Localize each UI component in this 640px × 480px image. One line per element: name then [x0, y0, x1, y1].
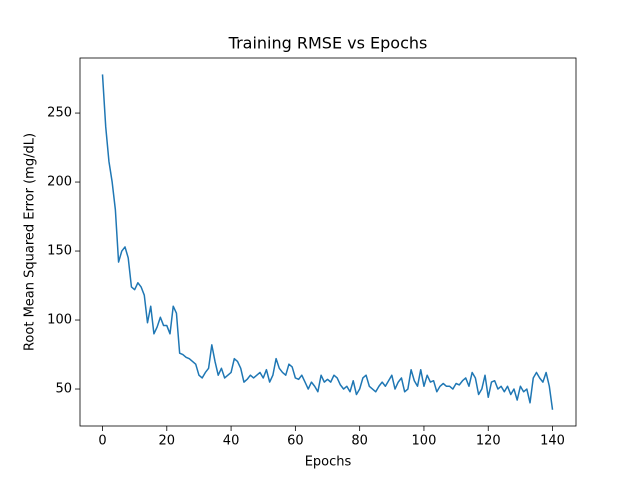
- y-tick-label: 50: [55, 382, 72, 397]
- y-axis-label: Root Mean Squared Error (mg/dL): [23, 133, 38, 351]
- data-line: [101, 74, 554, 410]
- x-tick-label: 20: [159, 434, 176, 449]
- plot-frame: [79, 57, 577, 427]
- y-tick-label: 200: [47, 175, 72, 190]
- x-tick-label: 40: [223, 434, 240, 449]
- x-tick-label: 100: [412, 434, 437, 449]
- x-tick-label: 80: [351, 434, 368, 449]
- x-axis-label: Epochs: [305, 455, 352, 470]
- x-tick-label: 60: [287, 434, 304, 449]
- x-tick-label: 120: [476, 434, 501, 449]
- x-tick-label: 0: [98, 434, 106, 449]
- y-tick-label: 100: [47, 313, 72, 328]
- x-tick-label: 140: [540, 434, 565, 449]
- y-tick-label: 250: [47, 106, 72, 121]
- chart-title: Training RMSE vs Epochs: [228, 34, 428, 53]
- y-tick-label: 150: [47, 244, 72, 259]
